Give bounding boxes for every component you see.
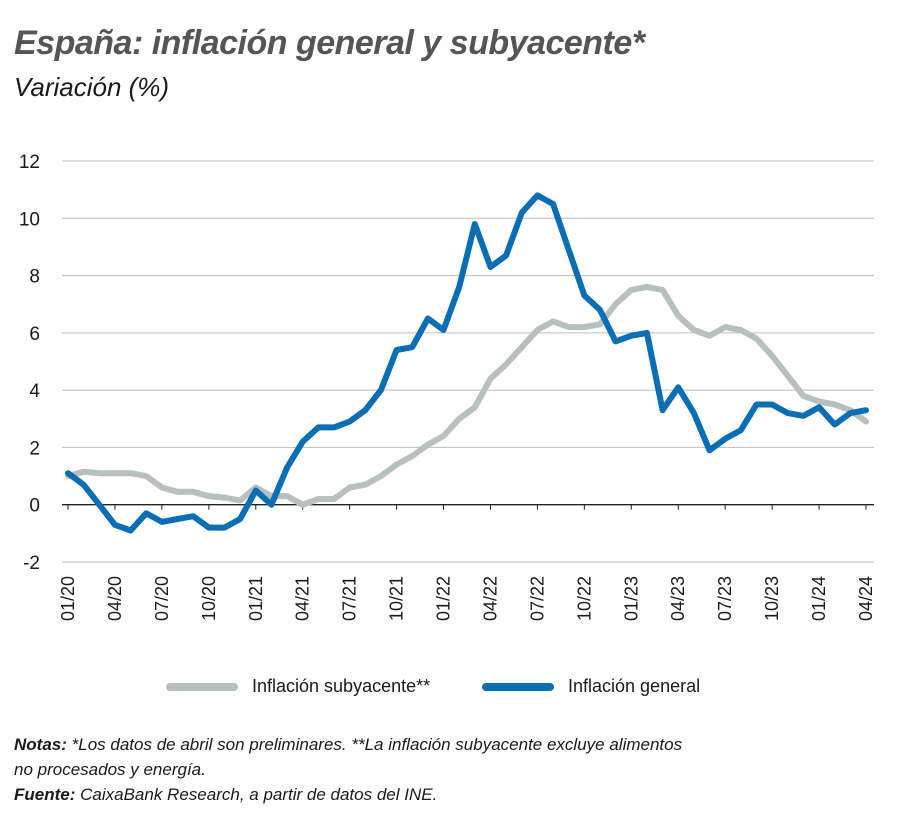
series-line-general-inflation bbox=[65, 192, 869, 534]
notes-line-1: Notas: *Los datos de abril son prelimina… bbox=[14, 732, 884, 757]
x-tick-label: 04/20 bbox=[105, 576, 125, 621]
y-tick-label: -2 bbox=[23, 553, 40, 574]
x-tick-label: 01/23 bbox=[621, 576, 641, 621]
y-tick-label: 0 bbox=[29, 496, 40, 517]
y-tick-label: 4 bbox=[29, 381, 40, 402]
chart-subtitle: Variación (%) bbox=[14, 72, 170, 102]
source-line: Fuente: CaixaBank Research, a partir de … bbox=[14, 782, 884, 807]
chart-title: España: inflación general y subyacente* bbox=[14, 24, 645, 62]
x-tick-label: 10/21 bbox=[387, 576, 407, 621]
legend-label-core-inflation: Inflación subyacente** bbox=[252, 676, 431, 696]
notes-line-2: no procesados y energía. bbox=[14, 757, 884, 782]
legend-label-general-inflation: Inflación general bbox=[568, 676, 701, 696]
source-label: Fuente: bbox=[14, 785, 76, 804]
notes-text-2: no procesados y energía. bbox=[14, 760, 206, 779]
x-tick-label: 01/21 bbox=[246, 576, 266, 621]
grid-lines bbox=[62, 160, 874, 563]
notes-label: Notas: bbox=[14, 735, 67, 754]
footnotes: Notas: *Los datos de abril son prelimina… bbox=[14, 732, 884, 807]
x-tick-label: 10/22 bbox=[574, 576, 594, 621]
series-line-core-inflation bbox=[65, 284, 869, 508]
y-tick-label: 10 bbox=[19, 209, 40, 230]
y-tick-label: 12 bbox=[19, 152, 40, 173]
x-tick-label: 04/23 bbox=[668, 576, 688, 621]
x-tick-label: 04/21 bbox=[293, 576, 313, 621]
x-tick-label: 01/22 bbox=[434, 576, 454, 621]
x-tick-label: 10/23 bbox=[762, 576, 782, 621]
x-axis-ticks: 01/20 04/20 07/20 10/20 01/21 04/21 07/21 10/21… bbox=[58, 504, 876, 621]
legend-swatch-core-inflation bbox=[166, 682, 238, 691]
notes-text-1: *Los datos de abril son preliminares. **… bbox=[71, 735, 683, 754]
y-tick-label: 8 bbox=[29, 267, 40, 288]
x-tick-label: 07/21 bbox=[340, 576, 360, 621]
legend-swatch-general-inflation bbox=[482, 682, 554, 691]
legend-item-general-inflation: Inflación general bbox=[482, 676, 700, 697]
x-tick-label: 01/20 bbox=[58, 576, 78, 621]
x-tick-label: 07/20 bbox=[152, 576, 172, 621]
x-tick-label: 07/22 bbox=[527, 576, 547, 621]
series-lines bbox=[65, 192, 869, 534]
x-tick-label: 10/20 bbox=[199, 576, 219, 621]
y-tick-label: 6 bbox=[29, 324, 40, 345]
x-tick-label: 04/24 bbox=[856, 576, 876, 621]
line-chart: 12 10 8 6 4 2 0 -2 01/20 04/20 07/20 10/20 01/21 04/… bbox=[19, 152, 876, 621]
y-tick-label: 2 bbox=[29, 438, 40, 459]
x-tick-label: 01/24 bbox=[809, 576, 829, 621]
x-tick-label: 07/23 bbox=[715, 576, 735, 621]
y-axis-ticks: 12 10 8 6 4 2 0 -2 bbox=[19, 152, 41, 574]
source-text: CaixaBank Research, a partir de datos de… bbox=[80, 785, 438, 804]
legend: Inflación subyacente** Inflación general bbox=[0, 676, 900, 702]
legend-item-core-inflation: Inflación subyacente** bbox=[166, 676, 430, 697]
x-tick-label: 04/22 bbox=[480, 576, 500, 621]
